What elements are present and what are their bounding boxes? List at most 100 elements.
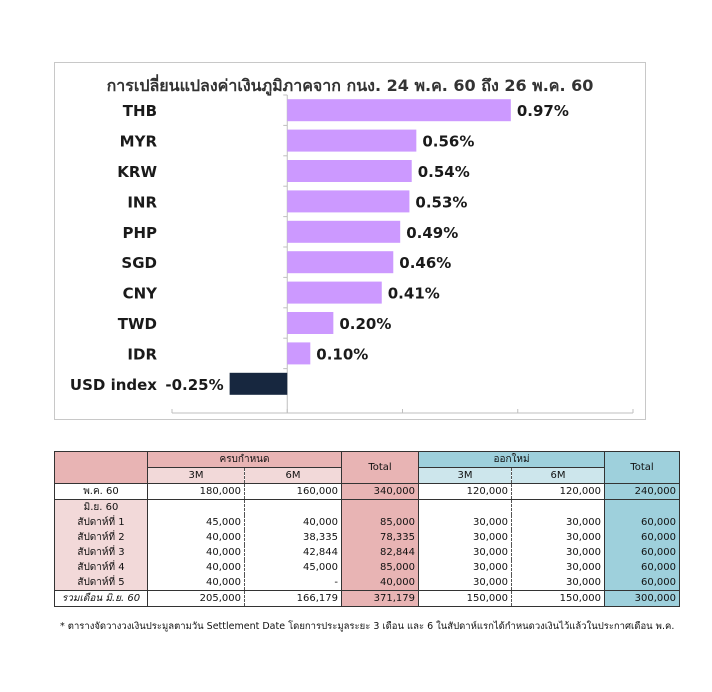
cell-total-matured: 82,844 [341, 545, 419, 560]
cell-matured-3m [147, 499, 245, 515]
cell-matured-6m: - [244, 575, 342, 591]
data-label: 0.56% [422, 133, 474, 151]
cell-matured-3m: 40,000 [147, 575, 245, 591]
cell-matured-6m [244, 499, 342, 515]
chart-title: การเปลี่ยนแปลงค่าเงินภูมิภาคจาก กนง. 24 … [107, 74, 594, 97]
cell-total-matured: 85,000 [341, 560, 419, 575]
category-label: CNY [123, 285, 159, 303]
header-matured: ครบกำหนด [147, 451, 342, 468]
category-label: MYR [120, 133, 158, 151]
bar-thb [287, 99, 511, 122]
category-label: KRW [117, 163, 157, 181]
category-label: TWD [118, 315, 157, 333]
cell-new-6m: 30,000 [511, 560, 606, 575]
row-label: พ.ค. 60 [54, 483, 148, 500]
cell-new-6m: 30,000 [511, 530, 606, 545]
row-label: สัปดาห์ที่ 5 [54, 575, 148, 591]
cell-new-3m: 30,000 [418, 560, 512, 575]
cell-new-6m: 30,000 [511, 575, 606, 591]
data-label: 0.10% [316, 345, 368, 363]
category-label: USD index [70, 376, 157, 394]
table-row: สัปดาห์ที่ 3 40,000 42,844 82,844 30,000 30,0… [54, 545, 681, 560]
cell-new-6m: 30,000 [511, 515, 606, 530]
bar-krw [287, 160, 412, 182]
category-label: SGD [121, 254, 157, 272]
bar-usd-index [229, 372, 288, 395]
cell-new-3m: 30,000 [418, 545, 512, 560]
bar-inr [287, 190, 410, 213]
data-label: 0.54% [418, 163, 470, 181]
cell-total-new: 60,000 [604, 545, 681, 560]
header-new-3m: 3M [418, 467, 512, 484]
row-label: สัปดาห์ที่ 4 [54, 560, 148, 575]
row-label: สัปดาห์ที่ 2 [54, 530, 148, 545]
row-label: สัปดาห์ที่ 3 [54, 545, 148, 560]
header-new-issue: ออกใหม่ [417, 451, 606, 468]
cell-total-new [604, 499, 681, 515]
cell-matured-6m: 42,844 [244, 545, 342, 560]
table-row: สัปดาห์ที่ 5 40,000-40,000 30,000 30,000 60,… [54, 575, 681, 591]
cell-new-3m: 30,000 [418, 575, 512, 591]
cell-matured-3m: 180,000 [147, 483, 245, 500]
bar-sgd [287, 251, 394, 274]
chart-panel: การเปลี่ยนแปลงค่าเงินภูมิภาคจาก กนง. 24 … [54, 62, 646, 420]
cell-new-6m [511, 499, 606, 515]
bar-idr [287, 342, 311, 365]
table-footnote: * ตารางจัดวางวงเงินประมูลตามวัน Settleme… [60, 621, 675, 632]
total-row: รวมเดือน มิ.ย. 60 205,000 166,179 371,179 15… [54, 590, 681, 607]
cell-total-new: 60,000 [604, 530, 681, 545]
cell-new-3m [418, 499, 512, 515]
cell-total-matured: 78,335 [341, 530, 419, 545]
cell-matured-6m: 45,000 [244, 560, 342, 575]
cell-total-matured: 340,000 [341, 483, 419, 500]
cell-new-6m: 30,000 [511, 545, 606, 560]
bond-schedule-table: ครบกำหนด Total ออกใหม่ Total 3M 6M 3M 6M… [54, 451, 681, 607]
cell-total-matured [341, 499, 419, 515]
cell-matured-6m: 38,335 [244, 530, 342, 545]
cell-new-3m: 30,000 [418, 530, 512, 545]
category-label: PHP [122, 224, 157, 242]
cell-total-new: 240,000 [604, 483, 681, 500]
cell-total-matured: 40,000 [341, 575, 419, 591]
data-label: 0.46% [399, 254, 451, 272]
cell-total-new: 60,000 [604, 575, 681, 591]
total-new-6m: 150,000 [511, 590, 606, 607]
data-label: 0.53% [415, 193, 467, 211]
cell-matured-3m: 45,000 [147, 515, 245, 530]
table-row: สัปดาห์ที่ 1 45,000 40,000 85,000 30,000 30,0… [54, 515, 681, 530]
bar-cny [287, 281, 382, 304]
table-row: พ.ค. 60 180,000 160,000 340,000 120,000 120,0… [54, 483, 681, 500]
cell-matured-6m: 160,000 [244, 483, 342, 500]
category-label: IDR [127, 345, 157, 363]
header-total-new: Total [604, 451, 681, 484]
fx-change-bar-chart: การเปลี่ยนแปลงค่าเงินภูมิภาคจาก กนง. 24 … [70, 74, 634, 414]
cell-matured-6m: 40,000 [244, 515, 342, 530]
header-matured-3m: 3M [147, 467, 245, 484]
bar-myr [287, 129, 417, 152]
category-label: INR [127, 193, 157, 211]
total-row-label: รวมเดือน มิ.ย. 60 [54, 590, 148, 607]
table-row: สัปดาห์ที่ 2 40,000 38,335 78,335 30,000 30,0… [54, 530, 681, 545]
cell-matured-3m: 40,000 [147, 545, 245, 560]
cell-new-3m: 30,000 [418, 515, 512, 530]
total-total-matured: 371,179 [341, 590, 419, 607]
cell-matured-3m: 40,000 [147, 560, 245, 575]
data-label: 0.20% [339, 315, 391, 333]
bond-table: ครบกำหนด Total ออกใหม่ Total 3M 6M 3M 6M… [54, 451, 681, 607]
row-label: มิ.ย. 60 [54, 499, 148, 515]
data-label: -0.25% [165, 376, 223, 394]
table-row: มิ.ย. 60 [54, 499, 681, 515]
bar-php [287, 220, 401, 243]
cell-new-6m: 120,000 [511, 483, 606, 500]
header-total-matured: Total [341, 451, 419, 484]
total-total-new: 300,000 [604, 590, 681, 607]
cell-total-new: 60,000 [604, 560, 681, 575]
total-new-3m: 150,000 [418, 590, 512, 607]
data-label: 0.41% [388, 285, 440, 303]
bar-twd [287, 312, 334, 334]
data-label: 0.49% [406, 224, 458, 242]
row-label: สัปดาห์ที่ 1 [54, 515, 148, 530]
cell-total-matured: 85,000 [341, 515, 419, 530]
cell-matured-3m: 40,000 [147, 530, 245, 545]
data-label: 0.97% [517, 102, 569, 120]
